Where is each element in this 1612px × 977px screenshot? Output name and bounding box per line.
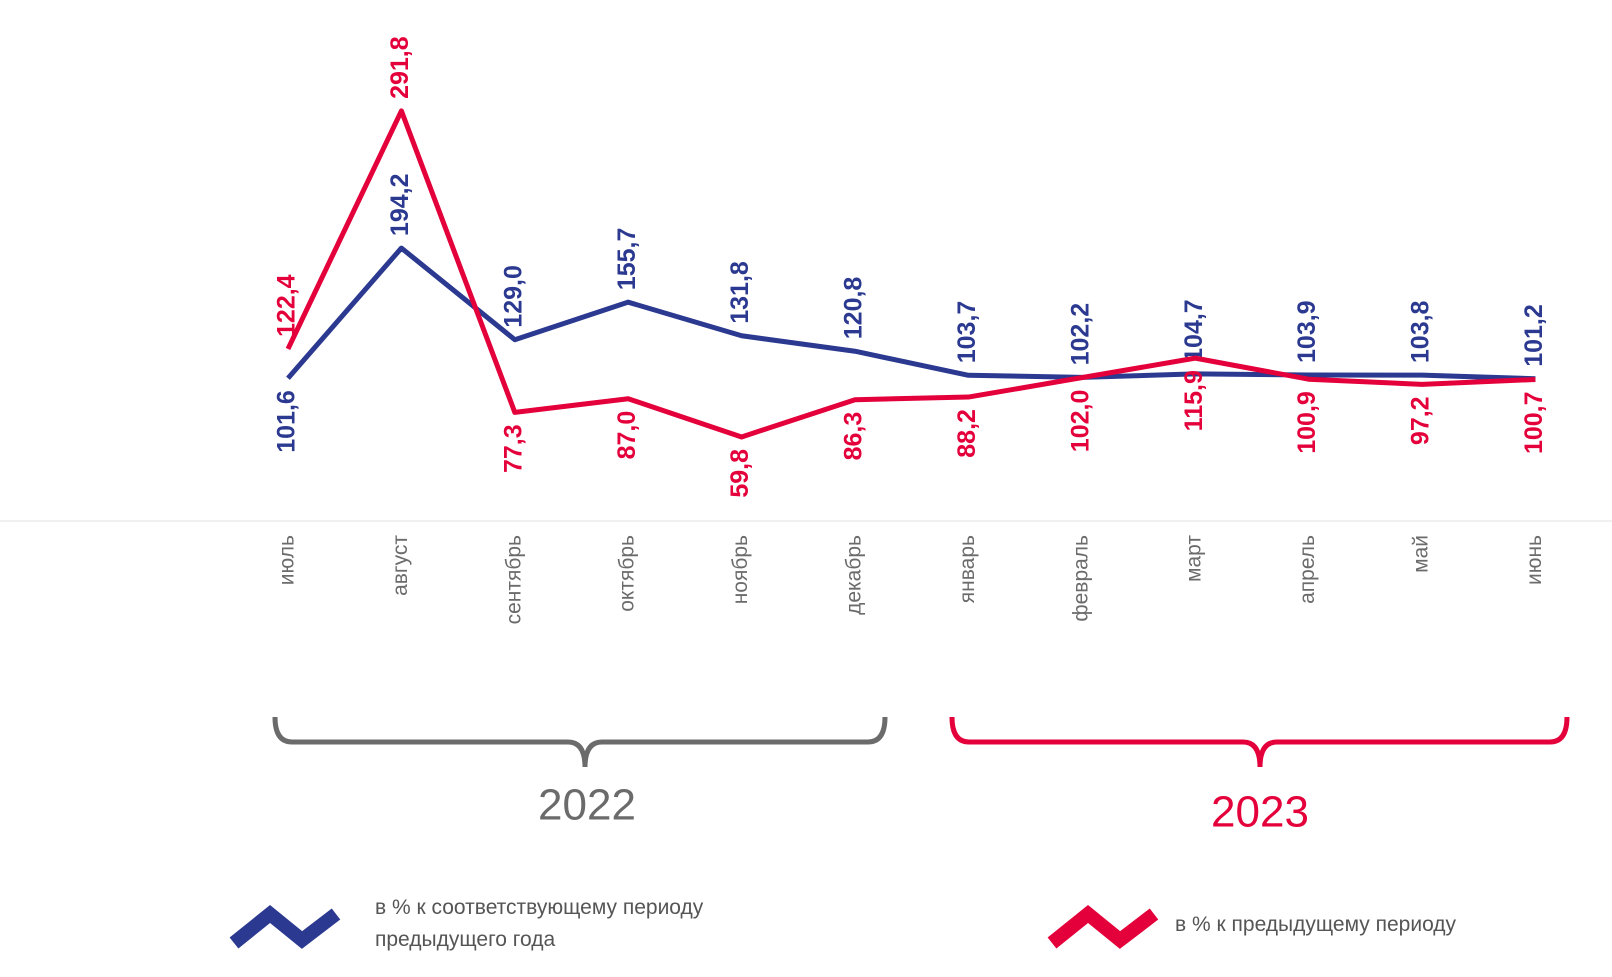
period-label: 2023 bbox=[1211, 788, 1309, 837]
value-label: 102,0 bbox=[1066, 390, 1094, 453]
value-label: 194,2 bbox=[386, 174, 414, 237]
legend-icon bbox=[1047, 904, 1159, 949]
value-label: 115,9 bbox=[1180, 370, 1208, 431]
value-label: 120,8 bbox=[840, 277, 868, 340]
value-label: 104,7 bbox=[1180, 299, 1208, 362]
value-label: 129,0 bbox=[499, 265, 527, 328]
x-tick-label: декабрь bbox=[843, 535, 866, 615]
value-label: 59,8 bbox=[726, 449, 754, 498]
x-tick-label: октябрь bbox=[616, 535, 639, 612]
x-tick-label: июнь bbox=[1523, 535, 1546, 585]
brace-2022 bbox=[272, 716, 888, 768]
value-label: 86,3 bbox=[840, 412, 868, 461]
value-label: 122,4 bbox=[273, 274, 301, 337]
x-tick-label: май bbox=[1410, 535, 1433, 573]
value-label: 103,7 bbox=[953, 301, 981, 364]
value-label: 291,8 bbox=[386, 36, 414, 99]
value-label: 88,2 bbox=[953, 409, 981, 458]
x-tick-label: апрель bbox=[1296, 535, 1319, 604]
series-line bbox=[285, 108, 1536, 440]
value-label: 101,6 bbox=[273, 390, 301, 453]
x-tick-label: ноябрь bbox=[729, 535, 752, 604]
series-line bbox=[286, 245, 1536, 382]
period-label: 2022 bbox=[538, 781, 636, 830]
brace-2023 bbox=[949, 716, 1570, 768]
x-tick-label: февраль bbox=[1069, 535, 1092, 622]
value-label: 100,7 bbox=[1520, 391, 1548, 454]
value-label: 103,8 bbox=[1407, 300, 1435, 363]
x-tick-label: январь bbox=[956, 535, 979, 603]
x-tick-label: август bbox=[389, 535, 412, 596]
x-tick-label: март bbox=[1183, 535, 1206, 582]
value-label: 101,2 bbox=[1520, 304, 1548, 367]
legend-entry: в % к предыдущему периоду bbox=[1175, 913, 1457, 936]
x-tick-label: июль bbox=[276, 535, 299, 585]
value-label: 87,0 bbox=[613, 411, 641, 460]
value-label: 103,9 bbox=[1293, 300, 1321, 363]
legend-icon bbox=[229, 904, 341, 949]
value-label: 77,3 bbox=[499, 424, 527, 473]
x-tick-label: сентябрь bbox=[502, 535, 525, 624]
value-label: 102,2 bbox=[1066, 303, 1094, 366]
legend-entry: в % к соответствующему периоду предыдуще… bbox=[375, 896, 704, 951]
value-label: 97,2 bbox=[1407, 396, 1435, 445]
value-label: 100,9 bbox=[1293, 391, 1321, 454]
value-label: 155,7 bbox=[613, 228, 641, 291]
value-label: 131,8 bbox=[726, 261, 754, 324]
